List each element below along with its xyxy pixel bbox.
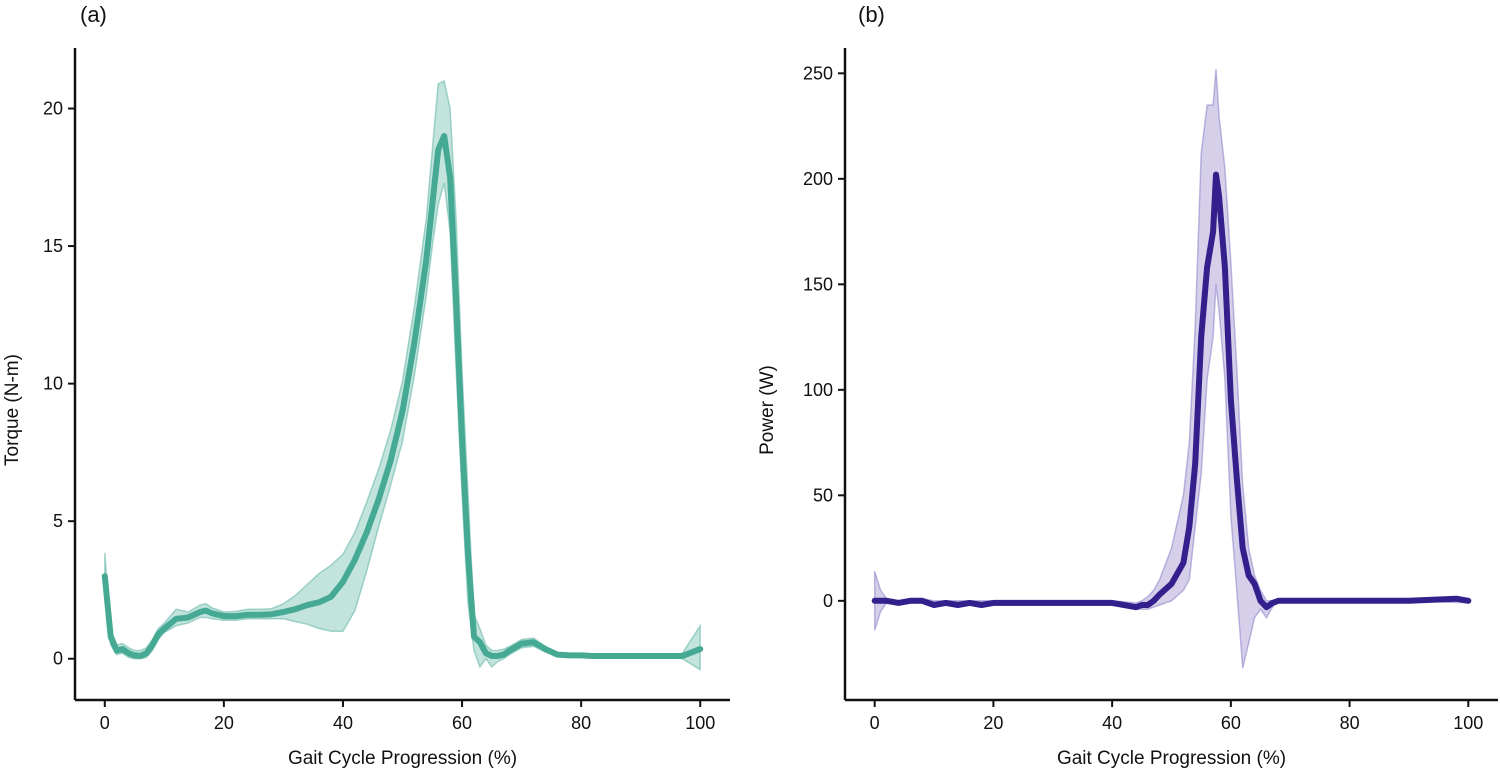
panel-a-mean-line (101, 133, 704, 659)
panel-a-x-tick-label: 20 (214, 713, 234, 733)
panel-b-y-tick-label: 250 (803, 63, 833, 83)
panel-b-mean-line (871, 171, 1472, 611)
panel-a-x-ticks: 0 20 40 60 80 100 (100, 700, 715, 733)
panel-a-y-tick-label: 15 (43, 236, 63, 256)
panel-b-y-tick-label: 100 (803, 380, 833, 400)
panel-b-power: (b) 0 20 40 60 80 100 0 50 100 150 200 250 Gait Cy… (757, 2, 1498, 769)
panel-b-y-tick-label: 200 (803, 169, 833, 189)
panel-b-y-tick-label: 150 (803, 274, 833, 294)
panel-a-x-tick-label: 0 (100, 713, 110, 733)
panel-a-torque: (a) 0 20 40 60 80 100 0 5 10 15 20 Gait Cycle Pro… (2, 2, 730, 769)
panel-b-x-tick-label: 20 (983, 713, 1003, 733)
panel-a-y-tick-label: 10 (43, 374, 63, 394)
panel-b-y-tick-label: 0 (823, 591, 833, 611)
panel-a-x-tick-label: 60 (452, 713, 472, 733)
panel-b-x-tick-label: 80 (1340, 713, 1360, 733)
panel-b-y-axis-label: Power (W) (757, 365, 778, 455)
panel-b-x-ticks: 0 20 40 60 80 100 (870, 700, 1483, 733)
panel-a-std-band (104, 79, 701, 672)
panel-b-label: (b) (858, 2, 885, 27)
panel-b-x-tick-label: 60 (1221, 713, 1241, 733)
panel-a-y-axis-label: Torque (N-m) (2, 354, 23, 466)
panel-a-x-tick-label: 80 (571, 713, 591, 733)
panel-b-y-ticks: 0 50 100 150 200 250 (803, 63, 845, 611)
panel-a-y-ticks: 0 5 10 15 20 (43, 99, 75, 669)
panel-a-x-axis-label: Gait Cycle Progression (%) (288, 748, 517, 769)
panel-a-x-tick-label: 100 (685, 713, 715, 733)
panel-a-y-tick-label: 20 (43, 99, 63, 119)
panel-a-x-tick-label: 40 (333, 713, 353, 733)
panel-b-y-tick-label: 50 (813, 485, 833, 505)
panel-a-y-tick-label: 5 (53, 511, 63, 531)
panel-b-x-tick-label: 0 (870, 713, 880, 733)
panel-b-x-tick-label: 40 (1102, 713, 1122, 733)
panel-b-x-axis-label: Gait Cycle Progression (%) (1057, 748, 1286, 769)
panel-a-y-tick-label: 0 (53, 649, 63, 669)
panel-a-label: (a) (80, 2, 107, 27)
panel-b-x-tick-label: 100 (1453, 713, 1483, 733)
